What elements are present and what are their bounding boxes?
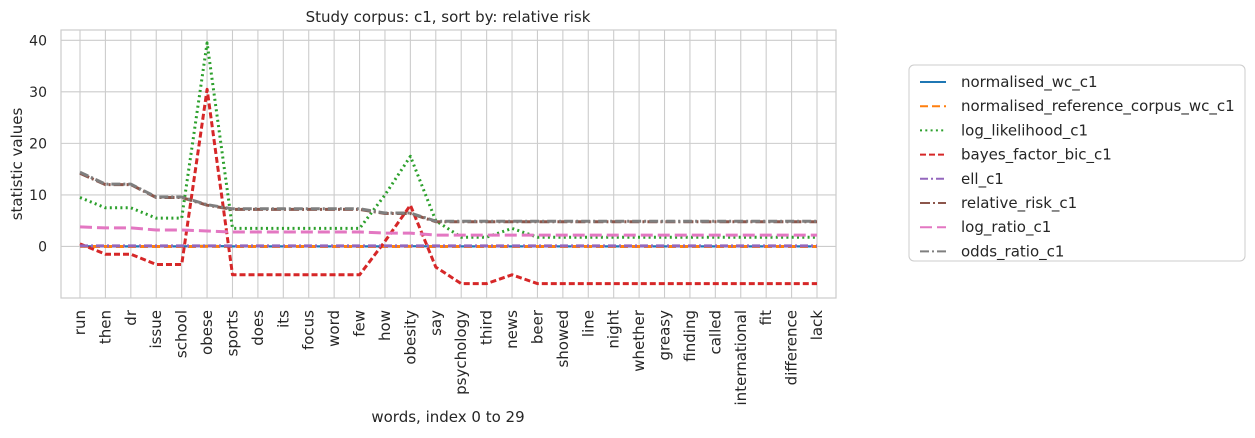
legend-label: log_likelihood_c1 [961, 121, 1088, 140]
chart-title: Study corpus: c1, sort by: relative risk [306, 8, 591, 26]
x-tick-label: greasy [656, 310, 674, 361]
y-tick-label: 40 [29, 33, 47, 49]
x-tick-label: how [376, 310, 394, 341]
x-tick-label: run [71, 310, 89, 335]
series-line-bayes-factor-bic-c1 [80, 89, 817, 283]
x-tick-label: word [325, 310, 343, 347]
x-tick-label: lack [808, 310, 826, 341]
x-tick-label: few [351, 310, 369, 337]
x-tick-label: whether [630, 309, 648, 372]
legend-label: bayes_factor_bic_c1 [961, 146, 1112, 165]
x-tick-label: issue [147, 310, 165, 349]
y-tick-label: 30 [29, 85, 47, 101]
x-tick-label: psychology [452, 310, 470, 395]
y-tick-labels: 0 10 20 30 40 [29, 33, 47, 255]
y-tick-label: 10 [29, 188, 47, 204]
x-tick-label: obese [198, 310, 216, 355]
x-tick-label: third [478, 310, 496, 345]
x-tick-label: then [96, 310, 114, 344]
legend-label: normalised_wc_c1 [961, 73, 1098, 92]
x-tick-label: fit [757, 310, 775, 325]
y-tick-label: 20 [29, 136, 47, 152]
series-layer [80, 43, 817, 284]
x-tick-label: international [732, 310, 750, 405]
x-tick-label: beer [528, 309, 546, 344]
x-tick-label: showed [554, 310, 572, 368]
x-tick-label: focus [300, 310, 318, 350]
x-tick-label: obesity [401, 310, 419, 365]
x-tick-label: dr [122, 309, 140, 326]
legend-label: odds_ratio_c1 [961, 242, 1064, 261]
legend: normalised_wc_c1 normalised_reference_cor… [909, 65, 1245, 261]
x-tick-label: school [173, 310, 191, 358]
x-tick-label: night [605, 310, 623, 349]
plot-frame [61, 30, 836, 298]
x-tick-label: its [274, 310, 292, 328]
y-tick-label: 0 [38, 239, 47, 255]
x-tick-label: called [706, 310, 724, 355]
legend-label: ell_c1 [961, 170, 1004, 189]
x-tick-label: does [249, 310, 267, 346]
legend-label: log_ratio_c1 [961, 218, 1051, 237]
x-tick-label: line [579, 310, 597, 337]
y-axis-label: statistic values [8, 108, 26, 221]
x-tick-label: news [503, 310, 521, 349]
grid-layer [61, 30, 836, 298]
x-tick-label: finding [681, 310, 699, 362]
x-axis-label: words, index 0 to 29 [371, 408, 524, 426]
legend-label: relative_risk_c1 [961, 194, 1077, 213]
x-tick-label: difference [783, 310, 801, 385]
x-tick-label: sports [223, 310, 241, 357]
x-tick-label: say [427, 310, 445, 336]
legend-label: normalised_reference_corpus_wc_c1 [961, 97, 1235, 116]
